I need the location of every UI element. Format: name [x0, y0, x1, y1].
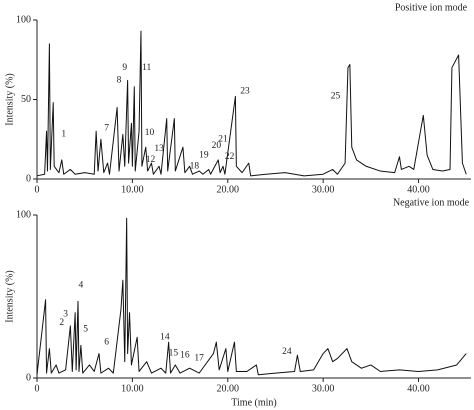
- peak-label: 6: [104, 337, 109, 347]
- peak-label: 23: [240, 87, 250, 97]
- x-tick-label: 20.00: [217, 184, 240, 195]
- peak-label: 4: [79, 280, 84, 290]
- x-tick-label: 30.00: [312, 184, 335, 195]
- peak-label: 9: [122, 63, 127, 73]
- peak-label: 24: [282, 347, 292, 357]
- panel-title: Negative ion mode: [393, 197, 470, 208]
- chromatogram-trace: [36, 30, 467, 177]
- peak-label: 22: [225, 152, 235, 162]
- y-tick-label: 100: [16, 209, 31, 220]
- peak-label: 1: [61, 130, 66, 140]
- x-axis-label: Time (min): [231, 397, 276, 408]
- peak-label: 20: [212, 141, 222, 151]
- peak-label: 14: [160, 332, 170, 342]
- x-tick-label: 10.00: [121, 383, 144, 394]
- y-tick-label: 0: [26, 372, 31, 383]
- y-tick-label: 50: [21, 94, 31, 105]
- peak-label: 13: [154, 144, 164, 154]
- x-tick-label: 0: [35, 383, 40, 394]
- x-tick-label: 30.00: [312, 383, 335, 394]
- peak-label: 19: [199, 150, 209, 160]
- peak-label: 21: [218, 134, 228, 144]
- y-tick-label: 0: [26, 173, 31, 184]
- peak-label: 18: [190, 161, 200, 171]
- peak-label: 16: [180, 350, 190, 360]
- peak-label: 7: [104, 123, 109, 133]
- panel-title: Positive ion mode: [395, 2, 468, 13]
- peak-label: 10: [145, 128, 155, 138]
- peak-label: 25: [331, 92, 341, 102]
- x-tick-label: 0: [35, 184, 40, 195]
- peak-label: 5: [83, 324, 88, 334]
- peak-label: 15: [169, 349, 179, 359]
- peak-label: 17: [194, 354, 204, 364]
- x-tick-label: 10.00: [121, 184, 144, 195]
- peak-label: 8: [117, 76, 122, 86]
- peak-label: 11: [142, 63, 151, 73]
- y-axis-label: Intensity (%): [4, 73, 15, 126]
- x-tick-label: 40.00: [407, 383, 430, 394]
- x-tick-label: 40.00: [407, 184, 430, 195]
- y-axis-label: Intensity (%): [4, 270, 15, 323]
- chromatogram-trace: [36, 217, 467, 376]
- peak-label: 3: [63, 310, 68, 320]
- x-tick-label: 20.00: [217, 383, 240, 394]
- peak-label: 2: [59, 318, 64, 328]
- y-tick-label: 100: [16, 14, 31, 25]
- peak-label: 12: [146, 155, 156, 165]
